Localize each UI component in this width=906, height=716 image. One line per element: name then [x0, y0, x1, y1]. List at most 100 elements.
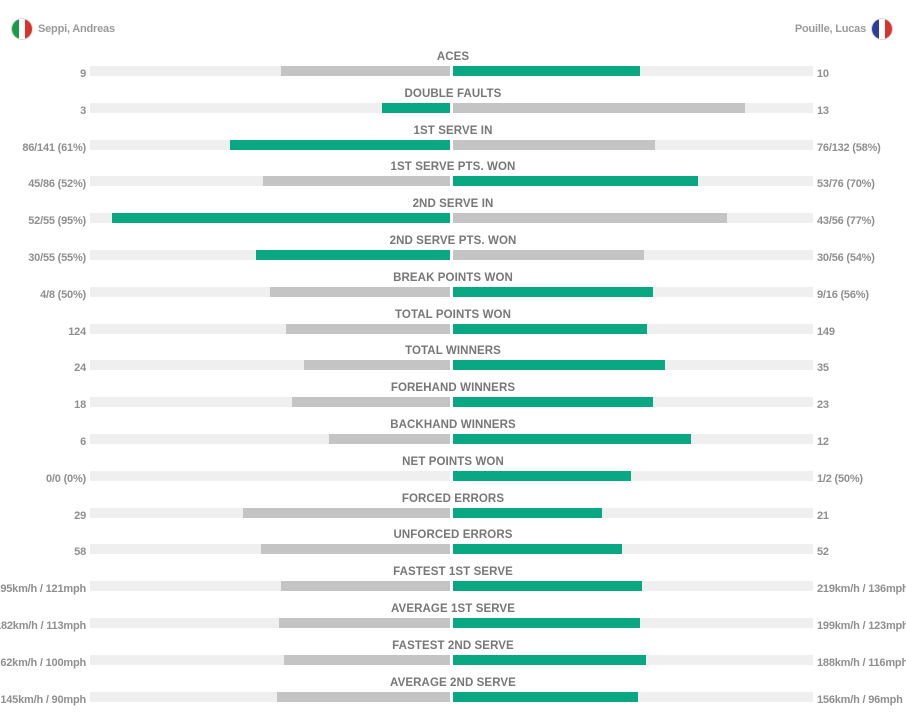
- stat-track-left: [90, 434, 450, 444]
- stat-bar-left: [292, 397, 450, 408]
- stat-label: ACES: [436, 51, 470, 63]
- stat-bar-left: [304, 360, 450, 371]
- stat-row: UNFORCED ERRORS 58 52: [0, 528, 906, 564]
- stat-label: FOREHAND WINNERS: [390, 382, 516, 395]
- flag-stripe: [18, 19, 26, 39]
- stat-bar-left: [284, 654, 450, 665]
- stat-label: AVERAGE 2ND SERVE: [390, 676, 516, 689]
- stat-label: TOTAL POINTS WON: [395, 308, 511, 321]
- stat-row: 2ND SERVE PTS. WON 30/55 (55%) 30/56 (54%): [0, 234, 906, 270]
- stat-track-right: [453, 102, 813, 113]
- stat-value-left: 0/0 (0%): [46, 472, 86, 485]
- stat-value-left: 58: [74, 546, 86, 559]
- stat-track-right: [453, 654, 813, 665]
- stat-label: 1ST SERVE IN: [413, 124, 493, 137]
- stat-bar-left: [286, 323, 450, 334]
- stat-value-right: 149: [817, 325, 835, 338]
- stat-bar-right: [453, 360, 665, 371]
- stat-bar-right: [453, 507, 602, 518]
- stat-row: 2ND SERVE IN 52/55 (95%) 43/56 (77%): [0, 197, 906, 233]
- stat-label: AVERAGE 1ST SERVE: [391, 603, 515, 615]
- stat-value-right: 1/2 (50%): [817, 472, 863, 485]
- stat-row: FOREHAND WINNERS 18 23: [0, 381, 906, 417]
- stat-value-left: 124: [68, 325, 86, 338]
- stat-bar-right: [453, 139, 655, 150]
- stat-bar-right: [453, 397, 653, 408]
- stat-bar-left: [112, 213, 450, 224]
- stat-track-left: [90, 102, 450, 113]
- stat-bar-right: [453, 691, 638, 702]
- stat-track-left: [90, 618, 450, 628]
- stat-row: TOTAL POINTS WON 124 149: [0, 308, 906, 344]
- stat-value-right: 10: [817, 68, 829, 80]
- stat-value-left: 182km/h / 113mph: [0, 620, 86, 632]
- stat-label: BREAK POINTS WON: [393, 271, 513, 284]
- stat-label: NET POINTS WON: [402, 455, 504, 468]
- stat-bar-right: [453, 618, 640, 628]
- stat-value-right: 219km/h / 136mph: [817, 583, 906, 596]
- stat-value-left: 6: [80, 436, 86, 448]
- stat-value-right: 188km/h / 116mph: [817, 656, 906, 669]
- stat-track-left: [90, 360, 450, 371]
- stat-value-right: 156km/h / 96mph: [817, 693, 903, 706]
- stat-track-left: [90, 507, 450, 518]
- stat-track-left: [90, 323, 450, 334]
- stat-value-right: 53/76 (70%): [817, 178, 875, 191]
- stat-track-left: [90, 470, 450, 481]
- stat-bar-right: [453, 544, 622, 555]
- stat-bar-right: [453, 213, 727, 224]
- stat-bar-left: [230, 139, 450, 150]
- stat-value-right: 9/16 (56%): [817, 288, 869, 301]
- stat-row: FASTEST 1ST SERVE 195km/h / 121mph 219km/h…: [0, 565, 906, 601]
- stat-row: FASTEST 2ND SERVE 162km/h / 100mph 188km/h…: [0, 639, 906, 675]
- stat-value-left: 162km/h / 100mph: [0, 656, 86, 669]
- stat-track-right: [453, 544, 813, 555]
- stat-track-left: [90, 581, 450, 592]
- stat-track-right: [453, 470, 813, 481]
- stat-bar-right: [453, 286, 653, 297]
- stat-track-left: [90, 397, 450, 408]
- stat-value-left: 24: [74, 362, 86, 375]
- stat-label: FASTEST 1ST SERVE: [393, 566, 513, 579]
- flag-stripe: [25, 19, 32, 39]
- stat-track-right: [453, 618, 813, 628]
- stat-label: FASTEST 2ND SERVE: [392, 639, 514, 652]
- stat-track-left: [90, 691, 450, 702]
- flag-stripe: [885, 19, 892, 39]
- stat-track-right: [453, 286, 813, 297]
- flag-stripe: [872, 19, 879, 39]
- stat-bar-left: [281, 581, 450, 592]
- stat-track-right: [453, 250, 813, 260]
- stat-bar-right: [453, 176, 698, 187]
- stat-bar-right: [453, 250, 644, 260]
- stat-label: 2ND SERVE IN: [412, 198, 494, 211]
- stat-row: ACES 9 10: [0, 50, 906, 86]
- stat-label: DOUBLE FAULTS: [404, 87, 502, 100]
- stat-bar-left: [256, 250, 450, 260]
- stat-value-right: 13: [817, 104, 829, 117]
- stat-row: BREAK POINTS WON 4/8 (50%) 9/16 (56%): [0, 271, 906, 307]
- stat-track-left: [90, 213, 450, 224]
- stat-bar-right: [453, 470, 631, 481]
- stat-label: TOTAL WINNERS: [405, 345, 501, 358]
- stat-row: 1ST SERVE IN 86/141 (61%) 76/132 (58%): [0, 124, 906, 160]
- stat-track-left: [90, 286, 450, 297]
- flag-stripe: [12, 19, 19, 39]
- stat-value-left: 29: [74, 509, 86, 522]
- stat-value-right: 199km/h / 123mph: [817, 620, 906, 632]
- stat-bar-left: [281, 66, 450, 76]
- stat-track-right: [453, 581, 813, 592]
- stat-track-left: [90, 544, 450, 555]
- stat-bar-left: [243, 507, 450, 518]
- stat-bar-left: [263, 176, 450, 187]
- stat-label: 2ND SERVE PTS. WON: [389, 235, 517, 247]
- stat-row: BACKHAND WINNERS 6 12: [0, 418, 906, 454]
- stat-bar-right: [453, 434, 691, 444]
- stat-value-left: 3: [80, 104, 86, 117]
- stat-value-left: 86/141 (61%): [22, 141, 86, 154]
- stat-bar-left: [382, 102, 450, 113]
- stat-value-left: 18: [74, 399, 86, 412]
- stat-track-right: [453, 360, 813, 371]
- stat-row: 1ST SERVE PTS. WON 45/86 (52%) 53/76 (70%): [0, 160, 906, 196]
- italy-flag-icon: [12, 19, 32, 39]
